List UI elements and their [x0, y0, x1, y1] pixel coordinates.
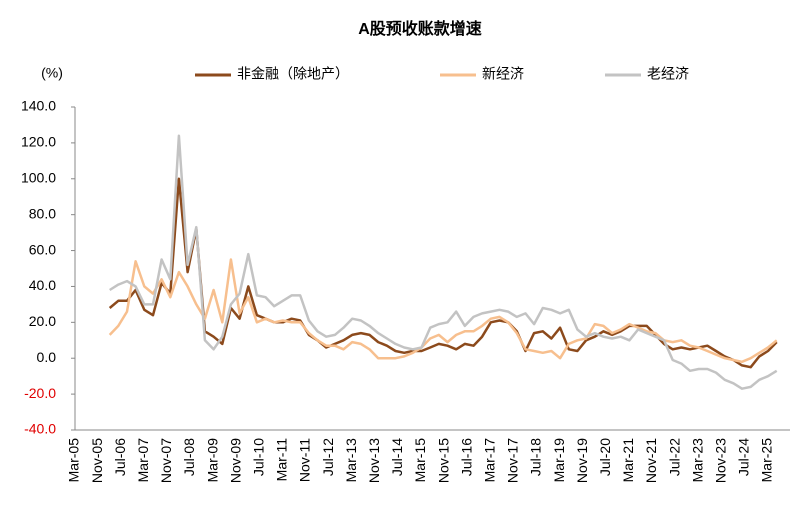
y-tick-label: 80.0	[29, 205, 56, 221]
x-tick-label: Mar-07	[135, 438, 151, 483]
chart-title: A股预收账款增速	[358, 19, 482, 38]
x-tick-label: Jul-06	[112, 438, 128, 476]
x-tick-label: Mar-09	[204, 438, 220, 483]
x-tick-label: Mar-17	[482, 438, 498, 483]
x-tick-label: Jul-14	[389, 438, 405, 476]
y-tick-label: 0.0	[37, 349, 57, 365]
x-tick-label: Mar-23	[689, 438, 705, 483]
x-tick-label: Nov-05	[89, 438, 105, 483]
legend-label: 非金融（除地产）	[237, 66, 349, 82]
x-tick-label: Jul-18	[528, 438, 544, 476]
x-tick-label: Mar-13	[343, 438, 359, 483]
series-line	[109, 134, 778, 390]
x-tick-label: Nov-13	[366, 438, 382, 483]
x-tick-label: Nov-23	[713, 438, 729, 483]
x-tick-label: Jul-24	[736, 438, 752, 476]
x-tick-label: Jul-16	[458, 438, 474, 476]
x-tick-label: Mar-15	[412, 438, 428, 483]
x-tick-label: Nov-07	[158, 438, 174, 483]
x-tick-label: Nov-21	[643, 438, 659, 483]
y-unit-label: (%)	[41, 65, 63, 81]
x-tick-label: Nov-15	[435, 438, 451, 483]
y-tick-label: 40.0	[29, 277, 56, 293]
x-tick-label: Jul-12	[320, 438, 336, 476]
y-tick-label: -20.0	[24, 385, 56, 401]
x-tick-label: Mar-19	[551, 438, 567, 483]
x-tick-label: Jul-10	[251, 438, 267, 476]
legend-label: 新经济	[482, 66, 524, 82]
x-tick-label: Jul-22	[666, 438, 682, 476]
legend-label: 老经济	[647, 66, 689, 82]
y-tick-label: 100.0	[21, 169, 56, 185]
x-tick-label: Nov-11	[297, 438, 313, 482]
y-tick-label: 120.0	[21, 134, 56, 150]
y-tick-label: -40.0	[24, 421, 56, 437]
x-tick-label: Mar-11	[274, 438, 290, 482]
x-tick-label: Jul-08	[181, 438, 197, 476]
x-tick-label: Nov-09	[227, 438, 243, 483]
x-tick-label: Mar-05	[66, 438, 82, 483]
x-tick-label: Nov-17	[505, 438, 521, 483]
x-tick-label: Nov-19	[574, 438, 590, 483]
y-tick-label: 60.0	[29, 241, 56, 257]
x-tick-label: Jul-20	[597, 438, 613, 476]
x-tick-label: Mar-25	[759, 438, 775, 483]
y-tick-label: 20.0	[29, 313, 56, 329]
x-tick-label: Mar-21	[620, 438, 636, 483]
y-tick-label: 140.0	[21, 98, 56, 114]
